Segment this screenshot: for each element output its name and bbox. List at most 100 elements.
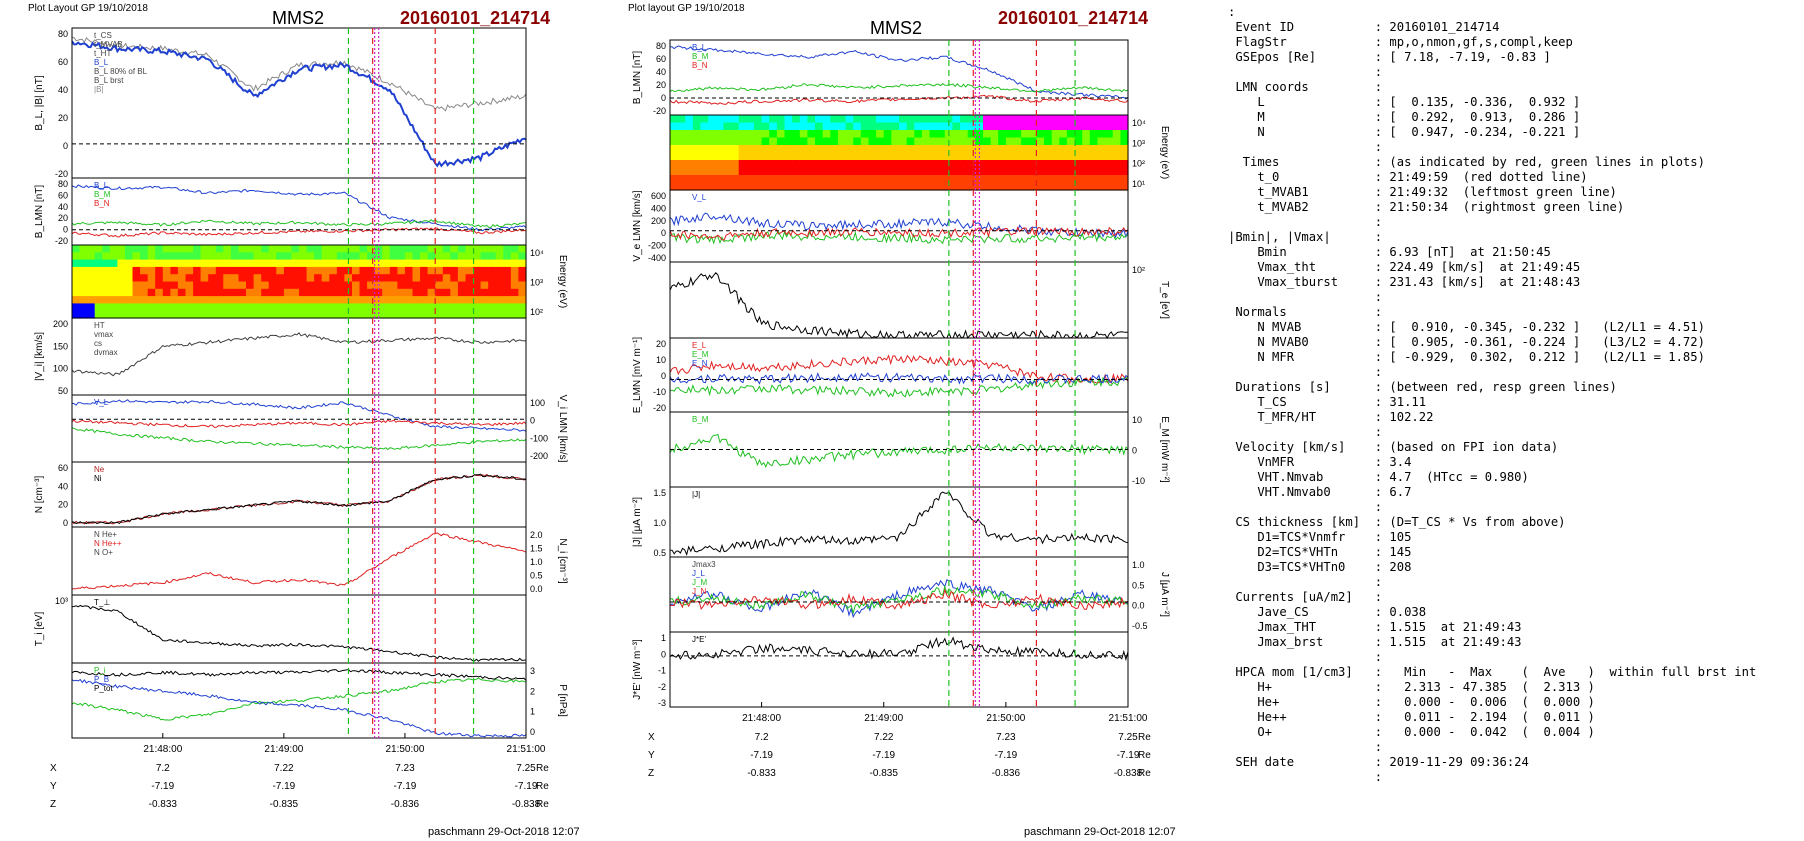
- middle-pos-value: -0.835: [870, 768, 899, 779]
- middle-ytick: 0: [661, 228, 666, 238]
- left-legend-item: t_HT: [94, 49, 111, 58]
- middle-pos-label: X: [648, 732, 655, 743]
- left-series-VM: [71, 427, 527, 451]
- middle-spacecraft-title: MMS2: [870, 18, 923, 38]
- middle-pos-value: -7.19: [750, 750, 773, 761]
- middle-pos-unit: Re: [1138, 732, 1151, 743]
- middle-ytick: 0: [661, 93, 666, 103]
- left-pos-value: -0.838: [512, 799, 541, 810]
- left-pos-value: -7.19: [394, 781, 417, 792]
- info-line: :: [1228, 575, 1383, 589]
- left-ytick: 10³: [55, 596, 68, 606]
- left-ytick-right: 1.5: [530, 544, 543, 554]
- middle-legend-item: E_M: [692, 350, 709, 359]
- left-pos-unit: Re: [536, 799, 549, 810]
- middle-panel-8: [669, 556, 1129, 633]
- middle-panel-1: [669, 39, 1129, 116]
- left-pos-value: 7.25: [516, 763, 536, 774]
- left-ytick: 40: [58, 202, 68, 212]
- left-ytick: 200: [53, 319, 68, 329]
- info-line: D2=TCS*VHTn : 145: [1228, 545, 1412, 559]
- left-ytick-right: 2.0: [530, 530, 543, 540]
- left-panel-6: [71, 461, 527, 528]
- left-ylabel-right: Energy (eV): [557, 255, 568, 308]
- middle-series-VN: [669, 226, 1129, 241]
- left-series-VN: [71, 419, 527, 428]
- left-ytick-right: 0.5: [530, 571, 543, 581]
- left-ytick: -20: [55, 169, 68, 179]
- middle-legend-item: J_N: [692, 587, 706, 596]
- left-legend-item: N O+: [94, 548, 113, 557]
- left-ytick: 0: [63, 518, 68, 528]
- left-legend-item: B_L brst: [94, 76, 124, 85]
- left-legend-item: cs: [94, 339, 102, 348]
- left-ytick: 40: [58, 85, 68, 95]
- info-line: CS thickness [km] : (D=T_CS * Vs from ab…: [1228, 515, 1566, 529]
- info-line: Jmax_THT : 1.515 at 21:49:43: [1228, 620, 1522, 634]
- middle-time-tick: 21:50:00: [986, 713, 1025, 724]
- middle-ytick: 0: [661, 649, 666, 659]
- middle-ytick-right: 0.5: [1132, 580, 1145, 590]
- middle-ytick-right: 0: [1132, 446, 1137, 456]
- middle-ytick: 80: [656, 41, 666, 51]
- left-ytick: 50: [58, 386, 68, 396]
- left-spacecraft-title: MMS2: [272, 8, 325, 28]
- left-series-BL: [71, 40, 527, 168]
- left-series-T: [71, 604, 527, 662]
- middle-legend-item: V_L: [692, 193, 707, 202]
- middle-legend-item: E_L: [692, 341, 707, 350]
- left-pos-value: -0.836: [391, 799, 420, 810]
- left-ytick: 20: [58, 213, 68, 223]
- left-ylabel: B_L, |B| [nT]: [34, 75, 45, 130]
- info-line: LMN coords :: [1228, 80, 1383, 94]
- middle-ytick: 20: [656, 339, 666, 349]
- left-ylabel: B_LMN [nT]: [34, 185, 45, 239]
- middle-footer: paschmann 29-Oct-2018 12:07: [1024, 826, 1176, 838]
- middle-series-BL: [669, 45, 1129, 100]
- left-legend-item: P_i: [94, 666, 106, 675]
- left-ytick: 150: [53, 341, 68, 351]
- left-time-tick: 21:49:00: [264, 744, 303, 755]
- left-ytick: 80: [58, 179, 68, 189]
- middle-panel-frame: [669, 39, 1129, 116]
- left-panel-frame: [71, 461, 527, 528]
- middle-legend-item: B_N: [692, 61, 708, 70]
- info-line: SEH date : 2019-11-29 09:36:24: [1228, 755, 1529, 769]
- middle-pos-unit: Re: [1138, 750, 1151, 761]
- left-panel-2: [71, 177, 527, 246]
- middle-ytick: -3: [658, 698, 666, 708]
- info-line: L : [ 0.135, -0.336, 0.932 ]: [1228, 95, 1581, 109]
- left-pos-label: Z: [50, 799, 56, 810]
- left-pos-value: -7.19: [151, 781, 174, 792]
- left-legend-item: B_L: [94, 181, 109, 190]
- left-ytick-right: 100: [530, 398, 545, 408]
- left-ylabel: T_i [eV]: [34, 612, 45, 647]
- info-line: D3=TCS*VHTn0 : 208: [1228, 560, 1412, 574]
- left-legend-item: t_CS: [94, 31, 112, 40]
- info-line: HPCA mom [1/cm3] : Min - Max ( Ave ) wit…: [1228, 665, 1757, 679]
- left-series-BN: [71, 227, 527, 238]
- left-event-title: 20160101_214714: [400, 8, 551, 28]
- info-line: He++ : 0.011 - 2.194 ( 0.011 ): [1228, 710, 1595, 724]
- middle-ylabel: B_LMN [nT]: [632, 51, 643, 105]
- left-ytick: 20: [58, 113, 68, 123]
- middle-ytick: 0: [661, 371, 666, 381]
- info-line: t_0 : 21:49:59 (red dotted line): [1228, 170, 1588, 184]
- event-info-block: : Event ID : 20160101_214714 FlagStr : m…: [1228, 5, 1756, 785]
- middle-legend-item: E_N: [692, 359, 708, 368]
- left-pos-value: 7.22: [274, 763, 294, 774]
- middle-ytick: 400: [651, 203, 666, 213]
- middle-ylabel: J*E' [nW m⁻³]: [632, 639, 643, 700]
- middle-series-VL: [669, 212, 1129, 239]
- info-line: Event ID : 20160101_214714: [1228, 20, 1500, 34]
- left-legend-item: t_MVAB: [94, 40, 123, 49]
- left-ytick-right: 10⁴: [530, 248, 544, 258]
- middle-series-JN: [669, 588, 1129, 610]
- left-legend-item: B_L: [94, 58, 109, 67]
- middle-panel-frame: [669, 486, 1129, 558]
- info-line: :: [1228, 500, 1383, 514]
- middle-ytick-right: 10²: [1132, 159, 1145, 169]
- middle-panel-frame: [669, 556, 1129, 633]
- middle-pos-value: -0.836: [992, 768, 1021, 779]
- info-line: Jmax_brst : 1.515 at 21:49:43: [1228, 635, 1522, 649]
